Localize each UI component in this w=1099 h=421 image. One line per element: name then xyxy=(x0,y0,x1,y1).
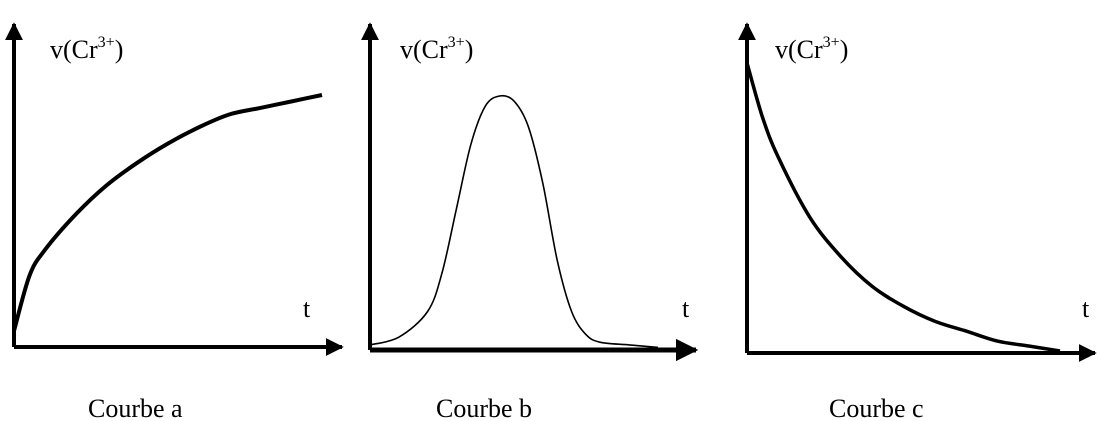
panel-a: v(Cr3+) t Courbe a xyxy=(4,22,344,421)
curve-b xyxy=(369,94,659,349)
panel-c: v(Cr3+) t Courbe c xyxy=(738,22,1097,421)
curve-a xyxy=(12,93,323,332)
caption-c: Courbe c xyxy=(829,394,924,421)
y-label-b: v(Cr3+) xyxy=(400,34,473,64)
x-label-c: t xyxy=(1082,294,1090,323)
panel-b: v(Cr3+) t Courbe b xyxy=(361,22,699,421)
x-label-b: t xyxy=(682,294,690,323)
caption-b: Courbe b xyxy=(436,394,532,421)
curve-c xyxy=(745,62,1061,353)
y-label-c: v(Cr3+) xyxy=(775,34,848,64)
x-label-a: t xyxy=(303,294,311,323)
y-label-a: v(Cr3+) xyxy=(50,34,123,64)
caption-a: Courbe a xyxy=(88,394,183,421)
